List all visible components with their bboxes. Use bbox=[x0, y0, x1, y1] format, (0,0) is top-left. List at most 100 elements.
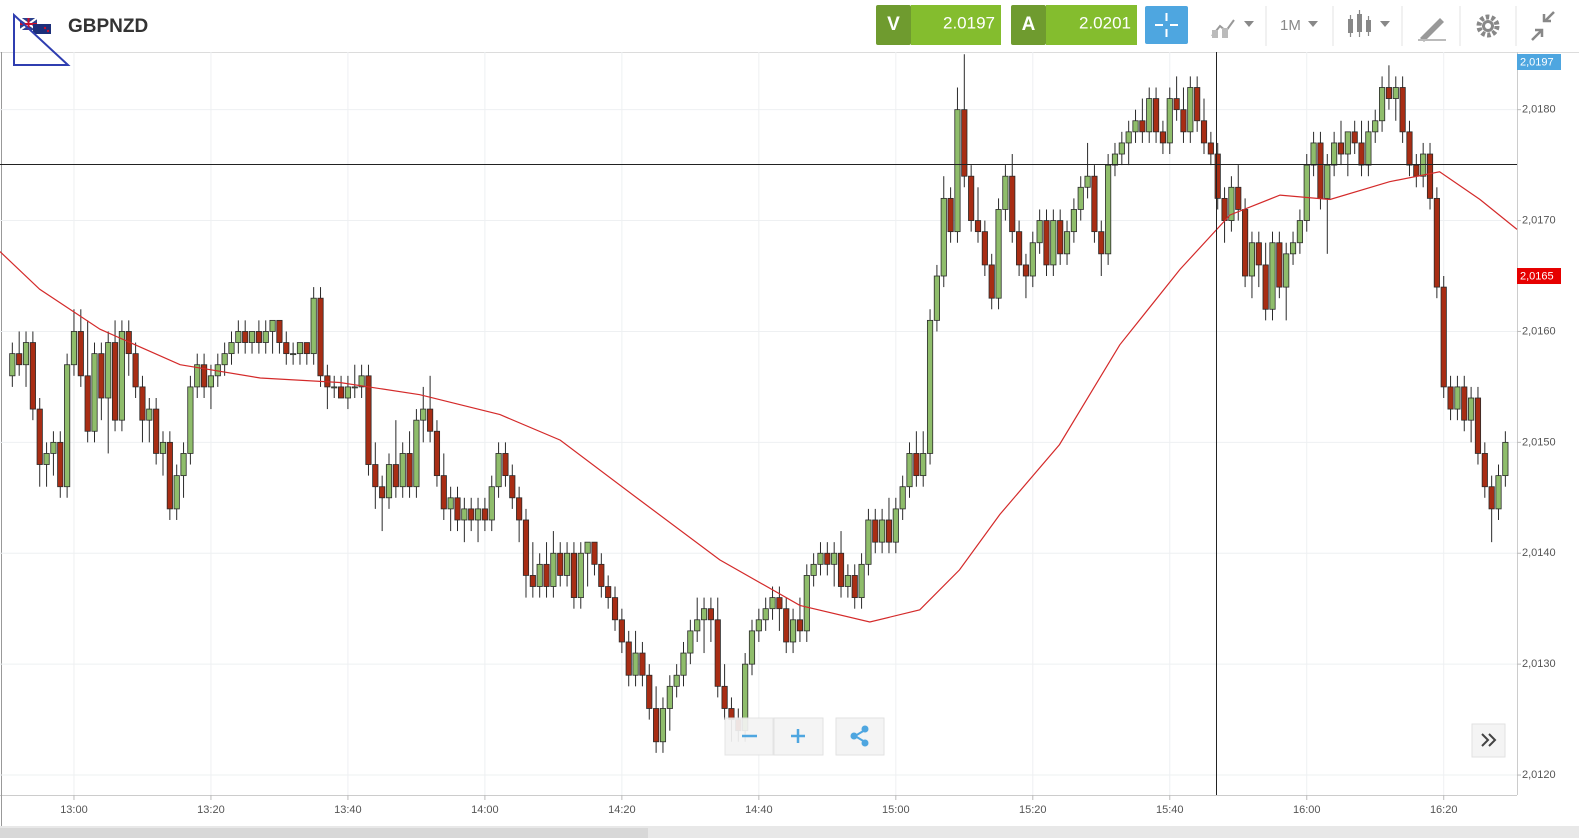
timeframe: 1M bbox=[1280, 17, 1301, 34]
candle-body bbox=[817, 552, 824, 565]
candle-body bbox=[1187, 87, 1194, 133]
candle-body bbox=[522, 519, 530, 576]
candle-body bbox=[673, 674, 680, 687]
candle-body bbox=[1132, 120, 1139, 133]
draw-button[interactable] bbox=[1418, 18, 1446, 42]
candle-body bbox=[385, 464, 393, 499]
y-tick-label: 2,0170 bbox=[1522, 214, 1556, 226]
collapse-button[interactable] bbox=[1531, 11, 1555, 41]
candle-body bbox=[1344, 131, 1351, 155]
candle-body bbox=[1098, 231, 1105, 255]
candle-body bbox=[1413, 164, 1420, 177]
candle-body bbox=[892, 508, 899, 543]
candle-body bbox=[1269, 242, 1276, 310]
candle-body bbox=[687, 630, 694, 654]
candle-body bbox=[968, 175, 975, 221]
buy-button[interactable]: A 2.0201 bbox=[1011, 5, 1137, 45]
zoom-out-button[interactable] bbox=[724, 717, 774, 756]
candle-body bbox=[1317, 142, 1324, 199]
candle-body bbox=[803, 575, 810, 632]
candle-body bbox=[707, 608, 714, 621]
share-button[interactable] bbox=[835, 717, 885, 756]
candle-body bbox=[1474, 397, 1482, 454]
candle-body bbox=[139, 386, 146, 421]
scroll-right-button[interactable] bbox=[1471, 723, 1506, 758]
candle-body bbox=[954, 109, 961, 233]
candle-body bbox=[1426, 153, 1434, 199]
candle-body bbox=[379, 486, 386, 499]
scrollbar-thumb[interactable] bbox=[0, 828, 648, 838]
candle-body bbox=[64, 364, 71, 488]
candle-body bbox=[413, 419, 420, 488]
candle-body bbox=[988, 264, 995, 299]
candle-body bbox=[1200, 120, 1208, 144]
candle-body bbox=[207, 375, 215, 388]
settings-button[interactable] bbox=[1476, 14, 1500, 38]
candle-body bbox=[132, 353, 139, 388]
candle-body bbox=[1139, 120, 1146, 133]
candle-body bbox=[1283, 253, 1290, 288]
candle-body bbox=[1365, 131, 1372, 166]
candle-body bbox=[36, 408, 43, 465]
candle-body bbox=[1379, 87, 1386, 122]
candle-body bbox=[111, 342, 119, 421]
moving-average-line bbox=[0, 171, 1518, 623]
candle-body bbox=[98, 353, 105, 399]
candle-body bbox=[611, 597, 619, 621]
price-tag-label: 2,0165 bbox=[1520, 270, 1554, 282]
candle-style-button[interactable] bbox=[1348, 10, 1390, 37]
candle-body bbox=[187, 386, 194, 454]
candle-body bbox=[9, 353, 16, 377]
candle-body bbox=[290, 353, 297, 356]
candle-body bbox=[57, 441, 64, 488]
candle-body bbox=[1454, 386, 1461, 410]
candle-body bbox=[159, 441, 167, 454]
candle-body bbox=[351, 386, 358, 389]
y-tick-label: 2,0130 bbox=[1522, 658, 1556, 670]
candle-body bbox=[337, 386, 345, 399]
candle-body bbox=[392, 464, 399, 488]
timeframe-button[interactable]: 1M bbox=[1280, 17, 1318, 34]
candle-body bbox=[1036, 220, 1043, 244]
candle-body bbox=[666, 685, 673, 709]
candle-body bbox=[618, 619, 625, 643]
candle-body bbox=[947, 197, 954, 233]
candle-body bbox=[344, 386, 351, 399]
candle-body bbox=[43, 453, 50, 465]
candle-body bbox=[118, 331, 125, 421]
candle-body bbox=[454, 497, 461, 521]
candle-body bbox=[1029, 242, 1036, 277]
candle-body bbox=[1125, 131, 1132, 144]
candle-body bbox=[77, 331, 84, 377]
candle-body bbox=[468, 508, 475, 521]
chart-type-button[interactable] bbox=[1211, 19, 1254, 38]
candle-body bbox=[1070, 209, 1077, 233]
candle-body bbox=[91, 353, 98, 432]
candle-body bbox=[1180, 109, 1187, 133]
candle-body bbox=[420, 408, 427, 421]
buy-label: A bbox=[1022, 14, 1036, 35]
candle-body bbox=[995, 209, 1002, 299]
sell-price: 2.0197 bbox=[943, 13, 995, 32]
candle-body bbox=[509, 475, 516, 499]
candle-body bbox=[283, 342, 290, 355]
zoom-in-button[interactable] bbox=[773, 717, 824, 756]
crosshair-button[interactable] bbox=[1145, 6, 1188, 44]
candle-body bbox=[543, 563, 550, 587]
candle-body bbox=[940, 197, 947, 277]
candle-body bbox=[810, 563, 817, 576]
x-tick-label: 15:20 bbox=[1019, 804, 1047, 816]
candle-body bbox=[1310, 142, 1317, 166]
candle-body bbox=[1043, 220, 1050, 266]
candle-body bbox=[22, 342, 30, 366]
candle-body bbox=[1392, 87, 1399, 99]
x-tick-label: 13:20 bbox=[197, 804, 225, 816]
candle-body bbox=[824, 552, 831, 565]
candle-body bbox=[837, 552, 845, 587]
candle-body bbox=[1495, 475, 1502, 510]
x-tick-label: 13:00 bbox=[60, 804, 88, 816]
sell-button[interactable]: V 2.0197 bbox=[876, 5, 1001, 45]
candle-body bbox=[331, 386, 338, 389]
candle-body bbox=[1221, 197, 1228, 221]
